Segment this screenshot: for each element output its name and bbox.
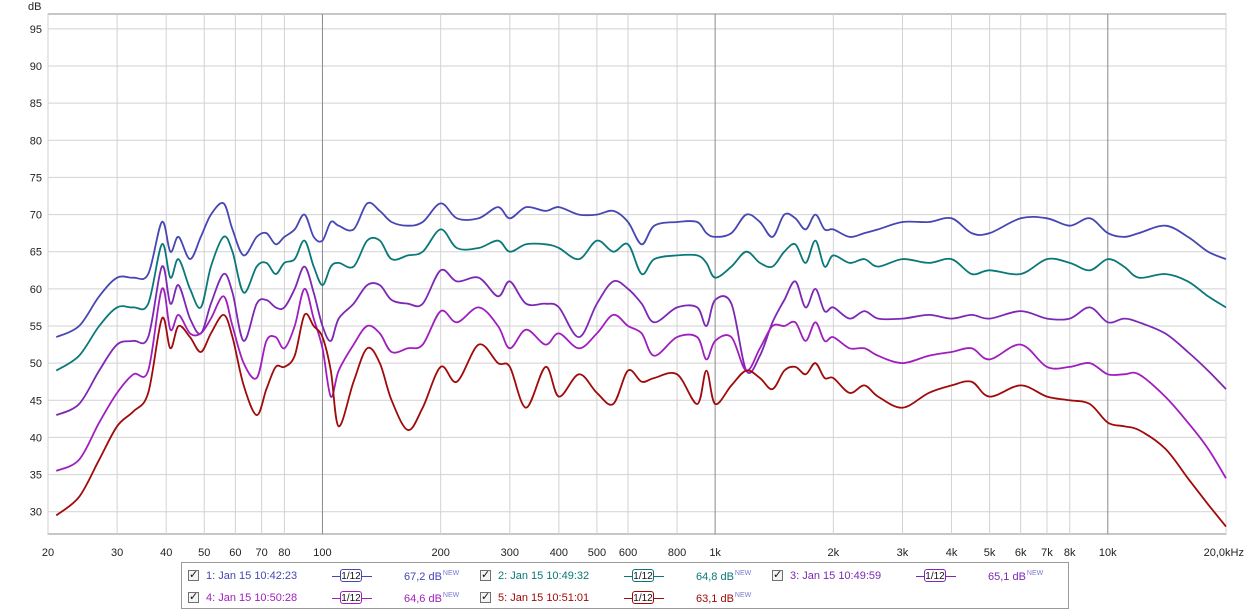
y-tick-label-0: 30	[30, 507, 42, 519]
x-tick-label-11: 500	[588, 547, 606, 559]
plot-area	[47, 13, 1227, 535]
y-tick-label-10: 80	[30, 135, 42, 147]
legend-item-1: ✓ 1: Jan 15 10:42:23 1/12 67,2 dBNEW	[182, 566, 472, 586]
x-tick-label-23: 20,0kHz	[1204, 547, 1244, 559]
x-tick-label-14: 1k	[709, 547, 721, 559]
legend-new-badge-5: NEW	[734, 592, 752, 599]
legend-item-2: ✓ 2: Jan 15 10:49:32 1/12 64,8 dBNEW	[474, 566, 764, 586]
x-tick-label-19: 6k	[1015, 547, 1027, 559]
legend-checkbox-5[interactable]: ✓	[480, 591, 491, 603]
y-tick-label-1: 35	[30, 470, 42, 482]
legend-item-5: ✓ 5: Jan 15 10:51:01 1/12 63,1 dBNEW	[474, 588, 764, 608]
x-tick-label-22: 10k	[1099, 547, 1117, 559]
series-lines	[55, 201, 1227, 528]
legend-smoothing-button-1[interactable]: 1/12	[332, 568, 372, 584]
y-axis-unit-label: dB	[28, 1, 41, 13]
y-tick-label-3: 45	[30, 395, 42, 407]
legend-smoothing-button-4[interactable]: 1/12	[332, 590, 372, 606]
legend-new-badge-1: NEW	[442, 570, 460, 577]
series-line-2	[55, 228, 1227, 372]
y-axis-tick-labels: 30 35 40 45 50 55 60 65 70 75 80 85 90 95	[30, 24, 42, 519]
x-tick-label-13: 800	[668, 547, 686, 559]
legend-smoothing-label-1: 1/12	[340, 569, 362, 582]
legend-level-1: 67,2 dBNEW	[404, 570, 460, 583]
legend-item-4: ✓ 4: Jan 15 10:50:28 1/12 64,6 dBNEW	[182, 588, 472, 608]
x-tick-label-8: 200	[431, 547, 449, 559]
y-tick-label-7: 65	[30, 247, 42, 259]
legend-new-badge-2: NEW	[734, 570, 752, 577]
y-tick-label-11: 85	[30, 98, 42, 110]
x-tick-label-21: 8k	[1064, 547, 1076, 559]
legend-level-4: 64,6 dBNEW	[404, 592, 460, 605]
series-line-4	[55, 287, 1227, 479]
legend-smoothing-button-5[interactable]: 1/12	[624, 590, 664, 606]
series-line-3	[55, 265, 1227, 416]
x-tick-label-20: 7k	[1041, 547, 1053, 559]
x-tick-label-2: 40	[160, 547, 172, 559]
legend-smoothing-label-5: 1/12	[632, 591, 654, 604]
y-tick-label-6: 60	[30, 284, 42, 296]
x-tick-label-7: 100	[313, 547, 331, 559]
y-tick-label-5: 55	[30, 321, 42, 333]
y-tick-label-13: 95	[30, 24, 42, 36]
legend-smoothing-button-3[interactable]: 1/12	[916, 568, 956, 584]
legend-label-2: 2: Jan 15 10:49:32	[498, 570, 590, 582]
y-tick-label-12: 90	[30, 61, 42, 73]
legend-item-3: ✓ 3: Jan 15 10:49:59 1/12 65,1 dBNEW	[766, 566, 1056, 586]
x-tick-label-6: 80	[278, 547, 290, 559]
x-tick-label-17: 4k	[946, 547, 958, 559]
legend-checkbox-1[interactable]: ✓	[188, 569, 199, 581]
x-tick-label-15: 2k	[828, 547, 840, 559]
legend-label-1: 1: Jan 15 10:42:23	[206, 570, 298, 582]
x-tick-label-16: 3k	[897, 547, 909, 559]
legend-smoothing-label-2: 1/12	[632, 569, 654, 582]
x-tick-label-10: 400	[550, 547, 568, 559]
series-line-5	[55, 312, 1227, 528]
y-tick-label-4: 50	[30, 358, 42, 370]
legend-smoothing-label-3: 1/12	[924, 569, 946, 582]
legend: ✓ 1: Jan 15 10:42:23 1/12 67,2 dBNEW ✓ 2: Jan…	[181, 562, 1069, 609]
y-tick-label-2: 40	[30, 432, 42, 444]
legend-label-4: 4: Jan 15 10:50:28	[206, 592, 298, 604]
legend-smoothing-label-4: 1/12	[340, 591, 362, 604]
x-tick-label-12: 600	[619, 547, 637, 559]
x-tick-label-9: 300	[501, 547, 519, 559]
series-line-1	[55, 201, 1227, 338]
y-tick-label-9: 75	[30, 172, 42, 184]
x-tick-label-4: 60	[229, 547, 241, 559]
legend-label-3: 3: Jan 15 10:49:59	[790, 570, 882, 582]
y-tick-label-8: 70	[30, 210, 42, 222]
x-tick-label-1: 30	[111, 547, 123, 559]
legend-level-5: 63,1 dBNEW	[696, 592, 752, 605]
legend-label-5: 5: Jan 15 10:51:01	[498, 592, 590, 604]
x-axis-tick-labels: 20 30 40 50 60 70 80 100 200 300 400 500 600 800 1k 2k 3…	[42, 547, 1244, 559]
x-tick-label-5: 70	[256, 547, 268, 559]
x-tick-label-0: 20	[42, 547, 54, 559]
x-tick-label-3: 50	[198, 547, 210, 559]
x-tick-label-18: 5k	[984, 547, 996, 559]
legend-checkbox-2[interactable]: ✓	[480, 569, 491, 581]
legend-new-badge-4: NEW	[442, 592, 460, 599]
legend-smoothing-button-2[interactable]: 1/12	[624, 568, 664, 584]
legend-checkbox-3[interactable]: ✓	[772, 569, 783, 581]
frequency-response-chart: 30 35 40 45 50 55 60 65 70 75 80 85 90 95 20 30 40 50 60 7…	[28, 1, 1244, 559]
legend-checkbox-4[interactable]: ✓	[188, 591, 199, 603]
legend-new-badge-3: NEW	[1026, 570, 1044, 577]
legend-level-2: 64,8 dBNEW	[696, 570, 752, 583]
legend-level-3: 65,1 dBNEW	[988, 570, 1044, 583]
